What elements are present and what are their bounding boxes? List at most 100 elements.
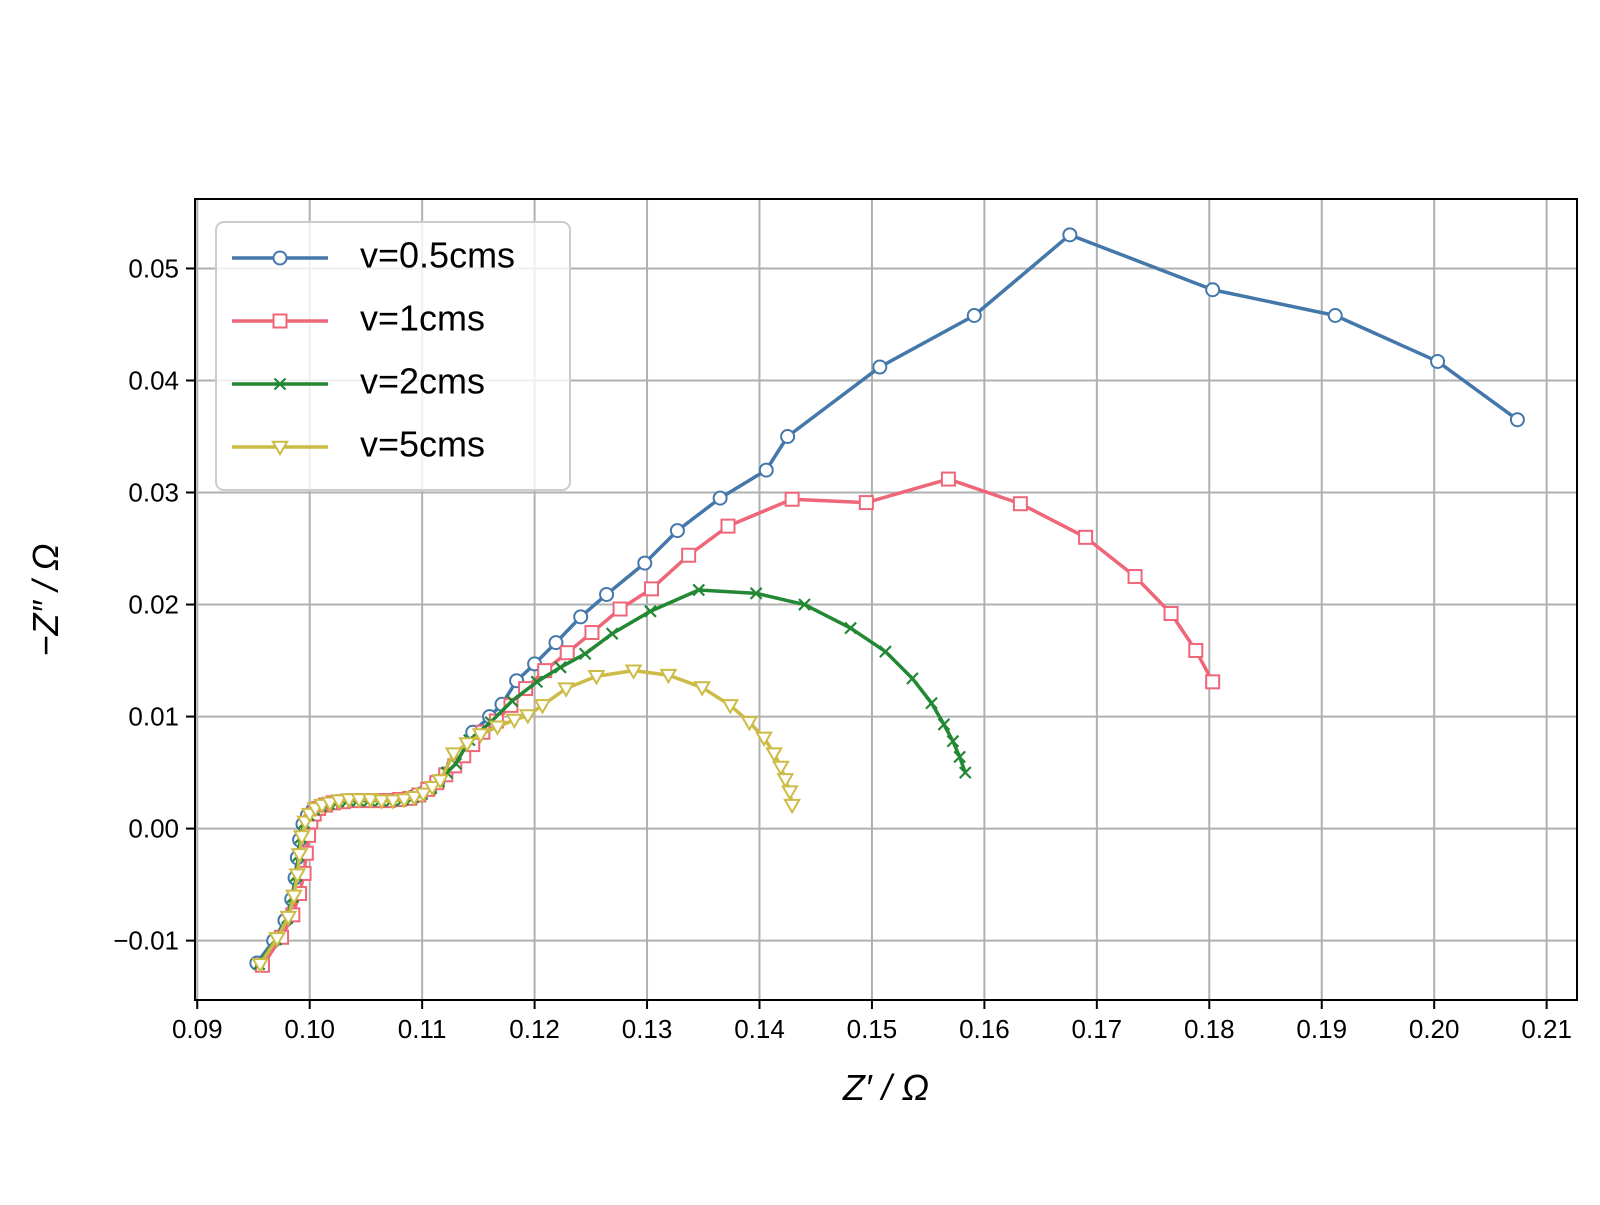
marker-stroke bbox=[844, 621, 857, 635]
marker bbox=[844, 621, 857, 635]
legend-entry: v=0.5cms bbox=[232, 235, 515, 276]
marker-stroke bbox=[530, 675, 544, 689]
marker bbox=[958, 766, 972, 779]
marker bbox=[721, 699, 740, 715]
marker bbox=[925, 696, 938, 710]
marker bbox=[578, 647, 592, 661]
marker bbox=[966, 308, 982, 324]
marker-stroke bbox=[958, 766, 972, 779]
marker bbox=[612, 601, 628, 617]
marker bbox=[518, 709, 537, 725]
marker bbox=[268, 932, 286, 948]
legend: v=0.5cms v=1cms v=2cms v=5cms bbox=[215, 221, 571, 491]
marker bbox=[644, 604, 657, 618]
marker bbox=[488, 720, 507, 736]
marker bbox=[587, 670, 606, 686]
marker-stroke bbox=[605, 627, 619, 640]
marker bbox=[765, 747, 783, 763]
marker bbox=[372, 794, 391, 810]
marker-stroke bbox=[925, 696, 938, 710]
marker bbox=[1509, 412, 1525, 428]
legend-label: v=5cms bbox=[360, 424, 485, 465]
x-tick-label: 0.12 bbox=[509, 1014, 560, 1044]
marker-stroke bbox=[946, 734, 960, 748]
marker bbox=[292, 830, 311, 846]
marker-stroke bbox=[273, 377, 287, 391]
marker-stroke bbox=[449, 757, 463, 770]
marker bbox=[780, 428, 796, 444]
x-tick-label: 0.09 bbox=[172, 1014, 223, 1044]
marker bbox=[758, 462, 774, 478]
marker bbox=[290, 848, 309, 864]
marker bbox=[906, 672, 919, 685]
y-tick-label: 0.01 bbox=[128, 702, 179, 732]
marker bbox=[458, 737, 477, 753]
marker bbox=[1163, 606, 1179, 622]
marker bbox=[1205, 674, 1221, 690]
marker bbox=[659, 668, 678, 685]
marker bbox=[423, 780, 442, 797]
legend-entry: v=1cms bbox=[232, 298, 485, 339]
marker bbox=[693, 681, 712, 697]
marker bbox=[384, 794, 402, 810]
marker bbox=[444, 747, 463, 763]
marker-stroke bbox=[879, 645, 892, 658]
marker bbox=[251, 957, 270, 974]
legend-entry: v=5cms bbox=[232, 424, 485, 465]
marker bbox=[340, 793, 358, 809]
axes-frame bbox=[194, 198, 1578, 1001]
marker bbox=[1012, 496, 1028, 512]
y-tick-label: 0.05 bbox=[128, 253, 179, 283]
series-line bbox=[257, 588, 967, 966]
legend-label: v=0.5cms bbox=[360, 235, 515, 276]
marker bbox=[573, 609, 589, 625]
marker bbox=[559, 645, 575, 661]
legend-marker bbox=[273, 377, 287, 391]
x-tick-label: 0.16 bbox=[959, 1014, 1010, 1044]
marker bbox=[431, 774, 450, 790]
legend-marker bbox=[272, 250, 288, 266]
marker bbox=[557, 682, 575, 698]
marker-stroke bbox=[578, 647, 592, 661]
x-tick-label: 0.18 bbox=[1184, 1014, 1235, 1044]
marker bbox=[937, 718, 951, 731]
x-tick-label: 0.14 bbox=[734, 1014, 785, 1044]
ticks: 0.09 0.10 0.11 0.12 0.13 0.14 0.15 0.16 0.17 0.18… bbox=[113, 253, 1572, 1044]
marker bbox=[784, 491, 800, 507]
marker bbox=[712, 490, 728, 506]
marker bbox=[946, 734, 960, 748]
marker-stroke bbox=[937, 718, 951, 731]
marker bbox=[361, 793, 380, 809]
marker bbox=[530, 675, 544, 689]
marker bbox=[879, 645, 892, 658]
marker bbox=[637, 555, 653, 571]
marker bbox=[505, 694, 519, 708]
legend-label: v=2cms bbox=[360, 361, 485, 402]
marker bbox=[405, 791, 424, 807]
marker bbox=[605, 627, 619, 640]
legend-marker bbox=[272, 313, 288, 329]
marker-stroke bbox=[505, 694, 519, 708]
marker bbox=[681, 547, 697, 563]
marker bbox=[1127, 569, 1143, 585]
x-tick-label: 0.20 bbox=[1409, 1014, 1460, 1044]
marker bbox=[780, 785, 799, 801]
y-axis-label: −Z″ / Ω bbox=[25, 543, 66, 656]
marker-stroke bbox=[953, 750, 966, 764]
series-line bbox=[261, 477, 1215, 967]
marker bbox=[624, 664, 643, 680]
marker bbox=[872, 359, 888, 375]
y-tick-label: 0.04 bbox=[128, 365, 179, 395]
legend-marker bbox=[271, 440, 289, 457]
marker bbox=[288, 868, 307, 884]
marker bbox=[279, 910, 298, 927]
x-tick-label: 0.19 bbox=[1296, 1014, 1347, 1044]
marker bbox=[584, 625, 600, 641]
x-axis-label: Z′ / Ω bbox=[842, 1067, 929, 1108]
marker bbox=[1188, 642, 1204, 658]
legend-label: v=1cms bbox=[360, 298, 485, 339]
marker bbox=[471, 728, 490, 744]
marker bbox=[1078, 529, 1094, 545]
marker bbox=[740, 715, 759, 732]
